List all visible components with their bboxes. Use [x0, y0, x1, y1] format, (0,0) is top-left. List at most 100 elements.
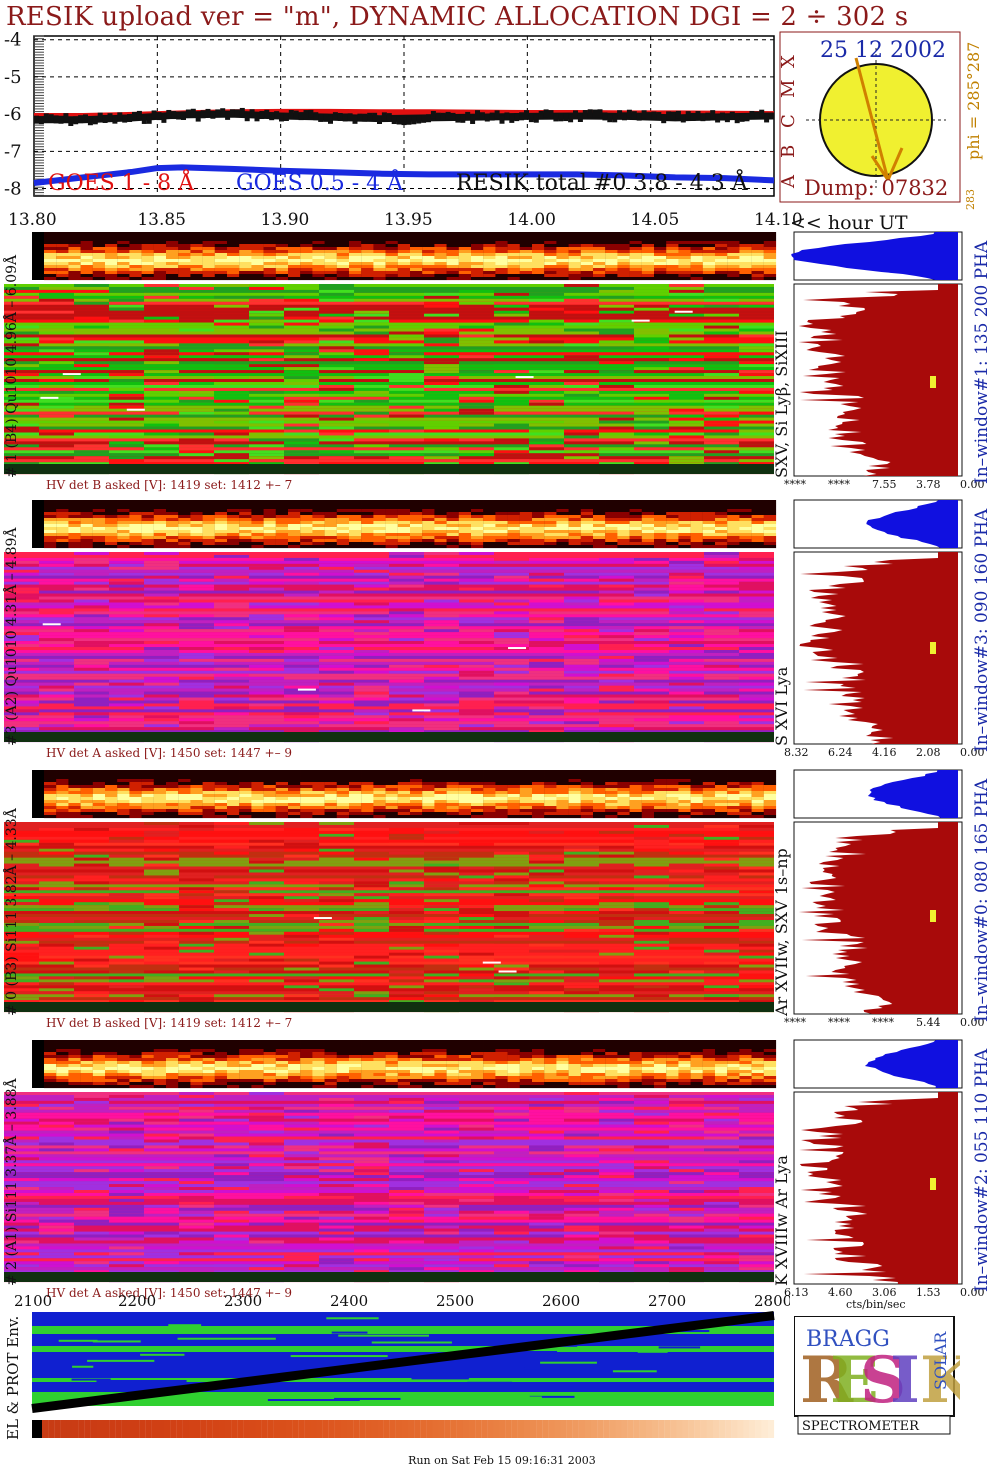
- heat-cell: [373, 791, 386, 795]
- heat-cell: [214, 530, 228, 534]
- heat-cell: [92, 800, 106, 804]
- heat-cell: [605, 536, 618, 540]
- goes-x-suffix: << hour UT: [790, 212, 908, 234]
- spectrum-cell: [109, 976, 144, 980]
- heat-cell: [166, 791, 179, 795]
- heat-cell: [702, 235, 716, 239]
- heat-cell: [678, 536, 691, 540]
- heat-cell: [446, 521, 459, 525]
- heat-cell: [202, 536, 215, 540]
- spectrum-cell: [669, 289, 704, 293]
- spectrum-spark: [674, 310, 693, 313]
- heat-cell: [68, 274, 81, 278]
- spectrum-cell: [284, 581, 319, 585]
- heat-cell: [678, 782, 691, 786]
- heat-cell: [397, 262, 411, 266]
- heat-cell: [373, 785, 386, 789]
- spectrum-cell: [389, 730, 424, 734]
- heat-cell: [397, 539, 411, 543]
- spectrum-cell: [739, 370, 774, 374]
- heat-cell: [739, 509, 752, 513]
- goes-resik-point: [553, 113, 559, 122]
- spectrum-bottom-band: [4, 1002, 774, 1012]
- spectrum-cell: [249, 946, 284, 950]
- spectrum-cell: [424, 456, 459, 460]
- spectrum-cell: [249, 934, 284, 938]
- spectrum-cell: [284, 402, 319, 406]
- heat-cell: [593, 803, 606, 807]
- heat-cell: [312, 232, 325, 236]
- heat-cell: [68, 271, 81, 275]
- heat-cell: [458, 545, 472, 549]
- spectrum-row: [4, 964, 774, 968]
- spectrum-cell: [634, 557, 669, 561]
- spectrum-cell: [179, 694, 214, 698]
- heat-cell: [349, 244, 362, 248]
- heat-cell: [275, 262, 289, 266]
- spectrum-cell: [564, 382, 599, 386]
- heat-cell: [92, 1040, 106, 1044]
- goes-resik-point: [92, 116, 98, 125]
- heat-cell: [190, 770, 203, 774]
- spectrum-cell: [144, 382, 179, 386]
- heat-cell: [519, 518, 533, 522]
- spectrum-cell: [739, 845, 774, 849]
- spectrum-cell: [529, 340, 564, 344]
- heat-cell: [422, 779, 435, 783]
- goes-resik-point: [318, 113, 324, 122]
- spectrum-cell: [669, 462, 704, 466]
- heat-cell: [80, 518, 93, 522]
- heat-cell: [190, 274, 203, 278]
- heat-cell: [739, 277, 752, 281]
- heat-cell: [288, 277, 301, 281]
- heat-cell: [385, 1043, 398, 1047]
- heat-cell: [68, 244, 81, 248]
- heat-cell: [507, 512, 520, 516]
- spectrum-cell: [354, 650, 389, 654]
- spectrum-cell: [179, 682, 214, 686]
- spectrum-cell: [389, 289, 424, 293]
- heat-cell: [141, 503, 154, 507]
- spectrum-cell: [739, 836, 774, 840]
- spectrum-cell: [739, 970, 774, 974]
- heat-cell: [617, 244, 630, 248]
- heat-cell: [190, 509, 203, 513]
- spectrum-cell: [599, 973, 634, 977]
- goes-resik-point: [357, 113, 363, 122]
- heat-cell: [458, 812, 472, 816]
- heat-cell: [251, 262, 264, 266]
- heat-cell: [153, 527, 167, 531]
- heat-cell: [727, 238, 740, 242]
- spectrum-cell: [389, 343, 424, 347]
- heat-cell: [239, 791, 252, 795]
- heat-cell: [715, 782, 728, 786]
- heat-cell: [434, 506, 447, 510]
- heat-cell: [166, 256, 179, 260]
- spectrum-cell: [39, 405, 74, 409]
- spectrum-cell: [529, 322, 564, 326]
- heat-cell: [556, 503, 569, 507]
- heat-cell: [68, 785, 81, 789]
- heat-cell: [214, 518, 228, 522]
- spectrum-row: [4, 635, 774, 639]
- spectrum-cell: [424, 599, 459, 603]
- heat-cell: [263, 244, 276, 248]
- heat-cell: [190, 503, 203, 507]
- heat-cell: [251, 545, 264, 549]
- heat-cell: [178, 539, 191, 543]
- spectrum-cell: [424, 917, 459, 921]
- heat-cell: [336, 809, 350, 813]
- heat-cell: [373, 770, 386, 774]
- heat-cell: [373, 238, 386, 242]
- heat-cell: [349, 1040, 362, 1044]
- heat-cell: [227, 509, 240, 513]
- heat-cell: [141, 1040, 154, 1044]
- heat-cell: [80, 815, 93, 819]
- spectrum-cell: [74, 346, 109, 350]
- spectrum-cell: [564, 444, 599, 448]
- spectrum-cell: [634, 985, 669, 989]
- heat-cell: [617, 797, 630, 801]
- heat-cell: [166, 247, 179, 251]
- heat-cell: [544, 542, 557, 546]
- heat-cell: [605, 247, 618, 251]
